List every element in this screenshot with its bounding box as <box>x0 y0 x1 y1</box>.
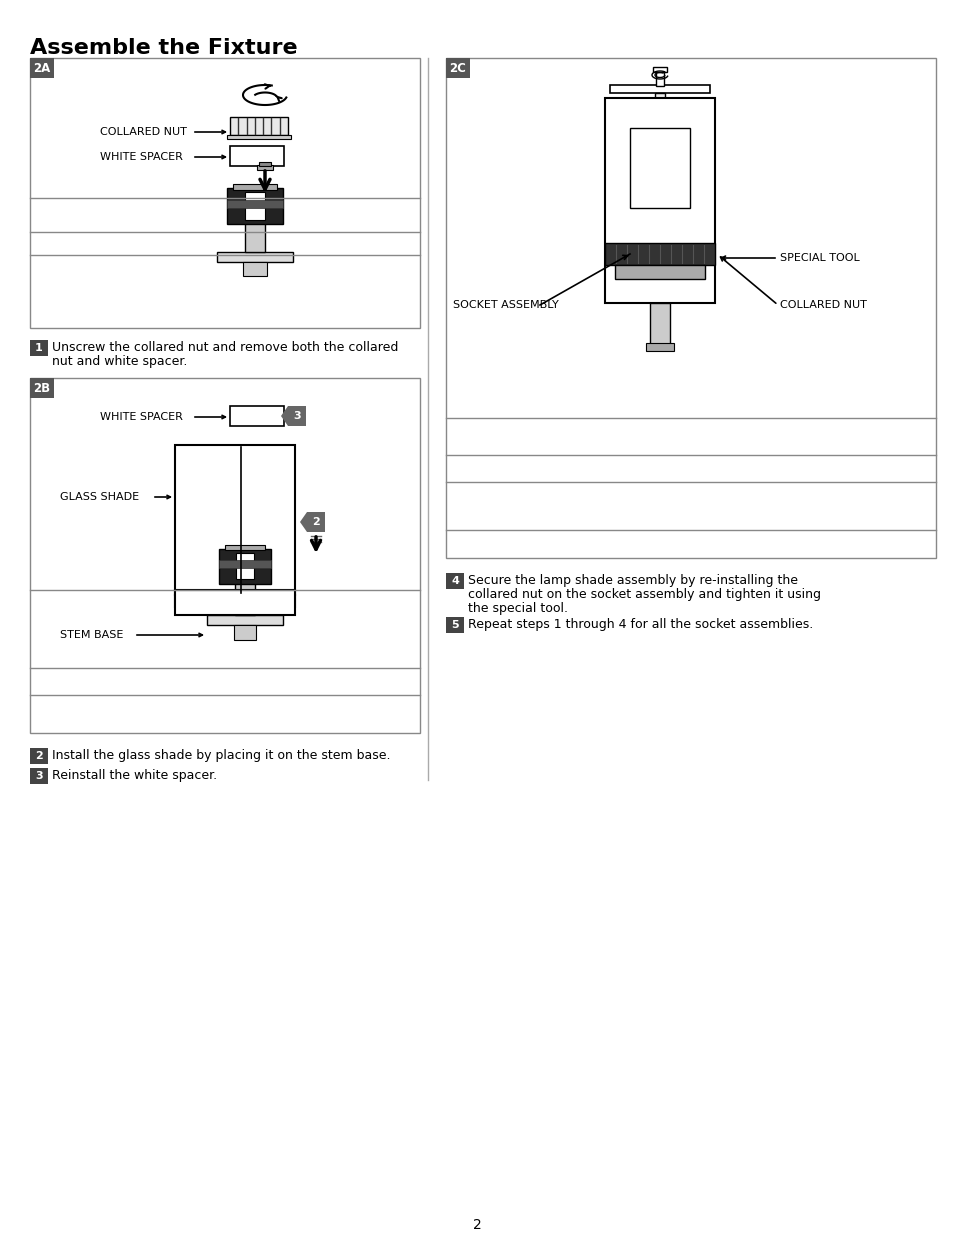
Bar <box>230 146 284 165</box>
Text: 4: 4 <box>451 576 458 585</box>
Bar <box>219 550 271 584</box>
Bar <box>652 67 666 72</box>
Polygon shape <box>281 406 306 426</box>
Bar <box>245 191 265 220</box>
Bar <box>604 243 714 266</box>
Bar <box>446 58 935 558</box>
Text: 5: 5 <box>451 620 458 630</box>
Bar <box>233 184 276 190</box>
Bar <box>615 266 704 279</box>
Bar <box>219 559 271 568</box>
Bar <box>235 553 253 579</box>
Text: Secure the lamp shade assembly by re-installing the: Secure the lamp shade assembly by re-ins… <box>468 574 797 587</box>
Bar <box>446 618 463 634</box>
Text: 2: 2 <box>312 517 319 527</box>
Bar <box>629 128 689 207</box>
Text: STEM BASE: STEM BASE <box>60 630 123 640</box>
Bar <box>30 378 54 398</box>
Bar <box>609 85 709 93</box>
Bar <box>230 406 284 426</box>
Text: Reinstall the white spacer.: Reinstall the white spacer. <box>52 769 217 782</box>
Bar <box>245 222 265 252</box>
Bar <box>225 545 265 550</box>
Text: 3: 3 <box>293 411 300 421</box>
Text: COLLARED NUT: COLLARED NUT <box>780 300 866 310</box>
Text: WHITE SPACER: WHITE SPACER <box>100 152 183 162</box>
Text: 3: 3 <box>35 771 43 781</box>
Text: Unscrew the collared nut and remove both the collared: Unscrew the collared nut and remove both… <box>52 341 398 354</box>
Bar <box>174 445 294 595</box>
Text: collared nut on the socket assembly and tighten it using: collared nut on the socket assembly and … <box>468 588 821 601</box>
Bar <box>216 252 293 262</box>
Bar <box>258 162 271 165</box>
Text: Install the glass shade by placing it on the stem base.: Install the glass shade by placing it on… <box>52 748 390 762</box>
Text: SOCKET ASSEMBLY: SOCKET ASSEMBLY <box>453 300 558 310</box>
Text: 2: 2 <box>35 751 43 761</box>
Text: 1: 1 <box>35 343 43 353</box>
Bar <box>30 748 48 764</box>
Bar <box>30 768 48 784</box>
Bar <box>207 615 283 625</box>
Bar <box>30 340 48 356</box>
Bar <box>446 58 470 78</box>
Bar <box>446 573 463 589</box>
Bar <box>30 58 54 78</box>
Text: 2B: 2B <box>33 382 51 394</box>
Bar <box>243 262 267 275</box>
Text: 2: 2 <box>472 1218 481 1233</box>
Bar <box>30 58 419 329</box>
Text: Assemble the Fixture: Assemble the Fixture <box>30 38 297 58</box>
Text: WHITE SPACER: WHITE SPACER <box>100 412 183 422</box>
Bar <box>233 625 255 640</box>
Text: 2C: 2C <box>449 62 466 74</box>
Bar <box>645 343 673 351</box>
Text: the special tool.: the special tool. <box>468 601 567 615</box>
Bar <box>256 165 273 170</box>
Text: SPECIAL TOOL: SPECIAL TOOL <box>780 253 859 263</box>
Bar <box>227 200 283 207</box>
Bar <box>227 135 291 140</box>
Bar <box>234 583 254 615</box>
Bar <box>649 303 669 348</box>
Text: COLLARED NUT: COLLARED NUT <box>100 127 187 137</box>
Bar <box>656 70 663 86</box>
Bar <box>655 93 664 173</box>
Bar <box>227 188 283 224</box>
Text: GLASS SHADE: GLASS SHADE <box>60 492 139 501</box>
Text: Repeat steps 1 through 4 for all the socket assemblies.: Repeat steps 1 through 4 for all the soc… <box>468 618 812 631</box>
Bar <box>174 590 294 615</box>
Bar <box>30 378 419 734</box>
Text: nut and white spacer.: nut and white spacer. <box>52 354 187 368</box>
Bar <box>230 117 288 135</box>
Text: 2A: 2A <box>33 62 51 74</box>
Bar <box>604 98 714 303</box>
Bar <box>174 595 294 606</box>
Polygon shape <box>299 513 325 532</box>
